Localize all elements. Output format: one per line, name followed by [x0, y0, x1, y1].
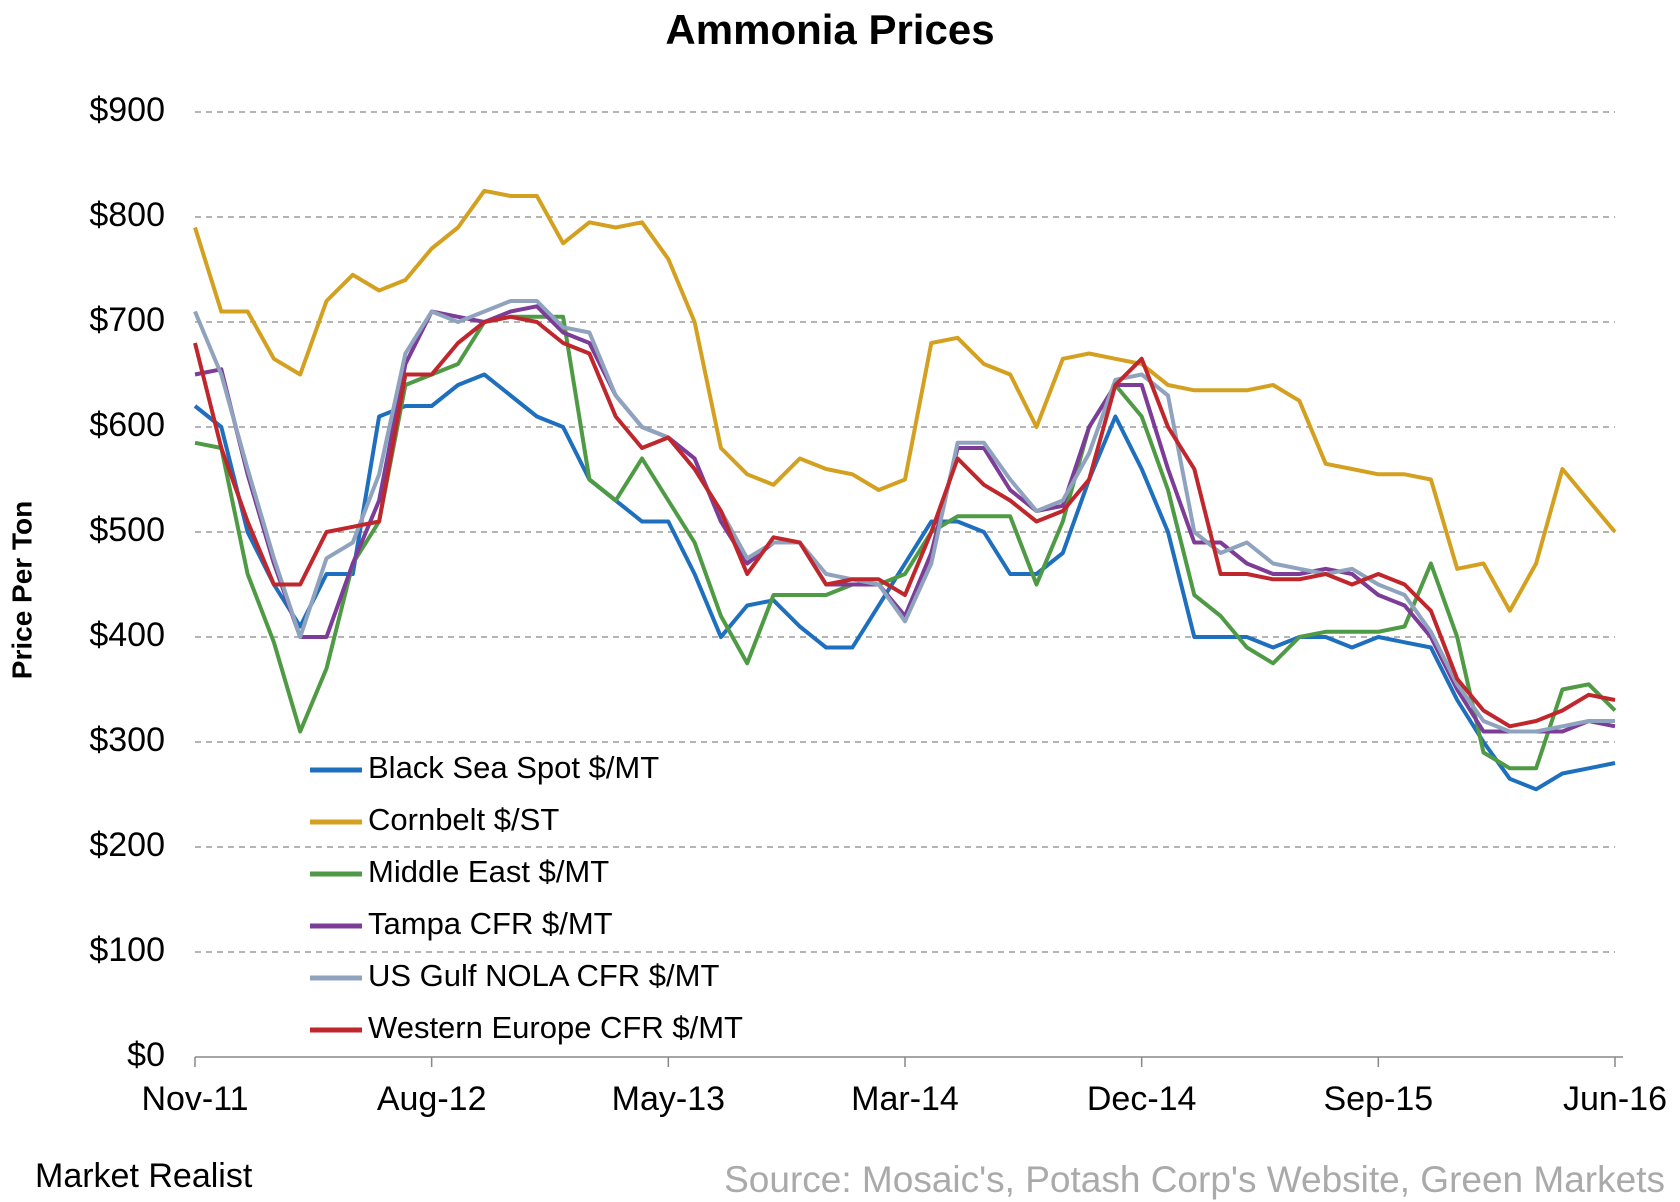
legend-label: Black Sea Spot $/MT [368, 750, 659, 785]
series-line [194, 304, 1616, 734]
legend-label: Middle East $/MT [368, 854, 609, 889]
legend-label: Cornbelt $/ST [368, 802, 559, 837]
series-line [194, 314, 1617, 771]
y-tick-label: $0 [127, 1036, 165, 1074]
brand: Market Realist [35, 1157, 253, 1195]
chart-title: Ammonia Prices [665, 6, 994, 53]
y-tick-label: $100 [89, 931, 165, 969]
y-tick-label: $300 [89, 721, 165, 759]
x-tick-label: Jun-16 [1563, 1080, 1667, 1118]
source-note: Source: Mosaic's, Potash Corp's Website,… [724, 1159, 1665, 1200]
x-tick-label: Nov-11 [141, 1080, 248, 1118]
x-tick-label: Dec-14 [1087, 1080, 1197, 1118]
y-tick-label: $200 [89, 826, 165, 864]
y-tick-label: $600 [89, 406, 165, 444]
series-line [193, 372, 1616, 792]
x-tick-label: Mar-14 [851, 1080, 959, 1118]
y-axis-label: Price Per Ton [6, 501, 37, 679]
legend-label: US Gulf NOLA CFR $/MT [368, 958, 719, 993]
x-tick-label: May-13 [612, 1080, 725, 1118]
x-tick-label: Aug-12 [377, 1080, 487, 1118]
y-tick-label: $800 [89, 196, 165, 234]
series-line [193, 299, 1615, 734]
legend-label: Western Europe CFR $/MT [368, 1010, 743, 1045]
legend-label: Tampa CFR $/MT [368, 906, 613, 941]
x-tick-label: Sep-15 [1324, 1080, 1434, 1118]
series-line [193, 188, 1617, 613]
y-tick-label: $400 [89, 616, 165, 654]
y-tick-label: $900 [89, 91, 165, 129]
series-line [193, 314, 1616, 729]
y-tick-label: $500 [89, 511, 165, 549]
y-tick-label: $700 [89, 301, 165, 339]
